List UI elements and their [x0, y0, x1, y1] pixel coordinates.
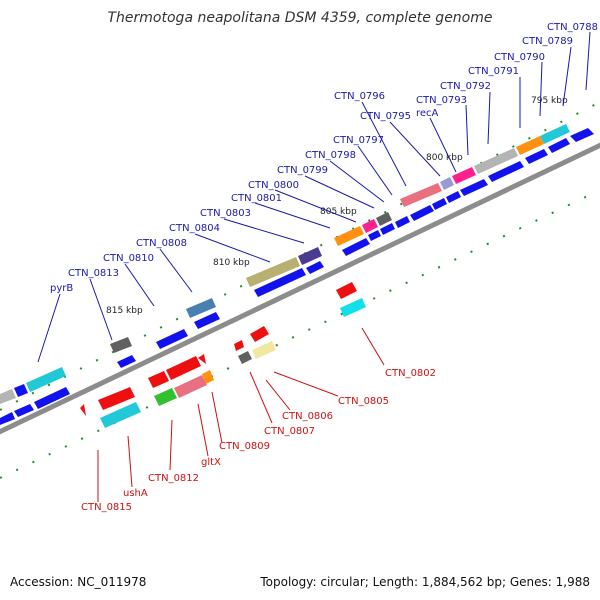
scale-tick-label: 800 kbp [426, 153, 463, 163]
forward-gene-arrow [117, 355, 136, 368]
gene-label: CTN_0802 [385, 368, 436, 379]
forward-gene-block [362, 219, 378, 233]
gene-label: recA [416, 108, 439, 119]
gene-label: CTN_0799 [277, 165, 328, 176]
forward-gene-arrow [488, 161, 524, 182]
gene-label: CTN_0798 [305, 150, 356, 161]
reverse-gene-block [238, 351, 252, 364]
forward-gene-arrow [410, 205, 434, 221]
forward-gene-block [452, 167, 476, 184]
gene-label: CTN_0813 [68, 268, 119, 279]
reverse-gene-labels: CTN_0802 CTN_0805 CTN_0806 CTN_0807 CTN_… [81, 368, 436, 513]
gene-label: CTN_0804 [169, 223, 220, 234]
forward-gene-block [26, 367, 66, 392]
forward-gene-block [440, 177, 454, 190]
scale-labels: 795 kbp 800 kbp 805 kbp 810 kbp 815 kbp [106, 96, 568, 316]
forward-gene-block [14, 384, 28, 397]
forward-gene-block [186, 298, 216, 318]
genome-summary-text: Topology: circular; Length: 1,884,562 bp… [259, 575, 590, 589]
scale-tick-label: 795 kbp [531, 96, 568, 106]
forward-gene-arrow [380, 223, 395, 235]
forward-gene-arrow [548, 138, 570, 153]
forward-gene-arrow [570, 128, 594, 142]
forward-gene-block [0, 389, 16, 404]
gene-label: CTN_0792 [440, 81, 491, 92]
gene-label: pyrB [50, 283, 73, 294]
reverse-gene-block [234, 340, 244, 351]
forward-gene-labels: CTN_0788 CTN_0789 CTN_0790 CTN_0791 CTN_… [50, 22, 598, 294]
reverse-gene-block [148, 371, 169, 388]
forward-gene-track [0, 124, 594, 425]
forward-gene-arrow [395, 216, 410, 228]
gene-label: CTN_0790 [494, 52, 545, 63]
scale-tick-label: 810 kbp [213, 258, 250, 268]
forward-gene-arrow [0, 412, 15, 425]
forward-gene-block [298, 247, 322, 265]
gene-label: CTN_0806 [282, 411, 333, 422]
forward-gene-block [516, 136, 544, 155]
gene-label: CTN_0791 [468, 66, 519, 77]
reverse-gene-block [174, 375, 207, 398]
forward-gene-arrow [156, 329, 188, 349]
accession-text: Accession: NC_011978 [10, 575, 146, 589]
reverse-gene-block [100, 402, 141, 428]
reverse-gene-track [80, 282, 366, 428]
gene-label: CTN_0812 [148, 473, 199, 484]
reverse-gene-block [80, 404, 86, 416]
scale-tick-label: 815 kbp [106, 306, 143, 316]
forward-gene-arrow [254, 268, 306, 297]
forward-gene-arrow [14, 404, 34, 417]
reverse-gene-block [340, 298, 366, 317]
gene-label: ushA [123, 488, 148, 499]
forward-gene-arrow [432, 198, 447, 210]
reverse-gene-block [166, 356, 201, 380]
forward-gene-block [474, 148, 518, 174]
forward-gene-block [246, 257, 300, 287]
reverse-leader-lines [97, 327, 385, 502]
forward-gene-arrow [34, 387, 70, 409]
reverse-gene-block [198, 354, 206, 364]
map-title: Thermotoga neapolitana DSM 4359, complet… [108, 10, 493, 26]
gene-label: CTN_0796 [334, 91, 385, 102]
gene-label: CTN_0800 [248, 180, 299, 191]
gene-label: CTN_0805 [338, 396, 389, 407]
gene-label: CTN_0797 [333, 135, 384, 146]
gene-label: CTN_0793 [416, 95, 467, 106]
forward-gene-block [376, 212, 392, 226]
gene-label: CTN_0808 [136, 238, 187, 249]
reverse-gene-block [98, 387, 135, 410]
gene-label: CTN_0803 [200, 208, 251, 219]
gene-label: CTN_0788 [547, 22, 598, 33]
forward-leader-lines [37, 31, 591, 363]
forward-gene-block [400, 183, 442, 207]
gene-label: CTN_0789 [522, 36, 573, 47]
reverse-gene-block [154, 388, 177, 406]
gene-label: CTN_0801 [231, 193, 282, 204]
forward-gene-arrow [368, 230, 381, 241]
gene-label: CTN_0795 [360, 111, 411, 122]
forward-gene-arrow [194, 312, 220, 329]
forward-gene-arrow [342, 238, 370, 256]
gene-label: gltX [201, 457, 221, 468]
reverse-gene-block [336, 282, 357, 299]
forward-gene-block [540, 124, 570, 144]
gene-label: CTN_0815 [81, 502, 132, 513]
gene-label: CTN_0809 [219, 441, 270, 452]
forward-gene-block [110, 337, 132, 353]
gene-label: CTN_0810 [103, 253, 154, 264]
forward-gene-arrow [460, 179, 488, 196]
reverse-gene-block [252, 341, 276, 359]
genome-backbone [0, 139, 600, 435]
reverse-gene-block [250, 326, 269, 342]
forward-gene-block [334, 226, 364, 246]
scale-tick-label: 805 kbp [320, 207, 357, 217]
reverse-gene-block [202, 370, 214, 384]
forward-gene-arrow [525, 149, 548, 164]
gene-label: CTN_0807 [264, 426, 315, 437]
forward-gene-arrow [446, 191, 461, 203]
forward-gene-arrow [306, 261, 324, 274]
